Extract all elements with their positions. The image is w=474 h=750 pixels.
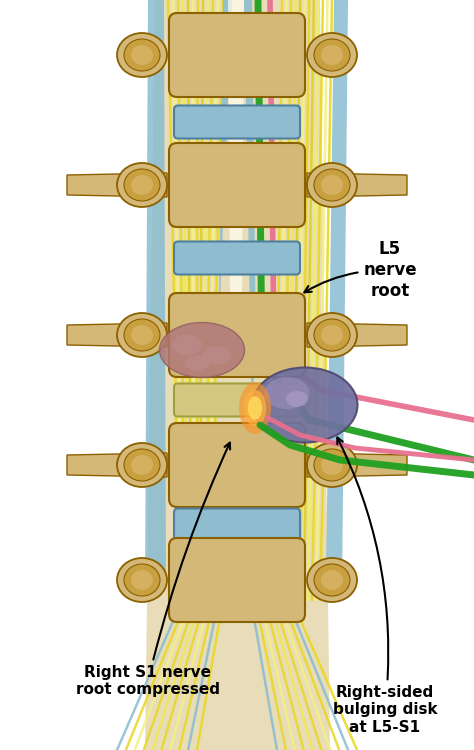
Ellipse shape xyxy=(239,382,271,434)
FancyBboxPatch shape xyxy=(174,509,300,542)
Ellipse shape xyxy=(124,449,160,481)
FancyBboxPatch shape xyxy=(174,242,300,274)
Ellipse shape xyxy=(321,570,343,590)
FancyBboxPatch shape xyxy=(169,143,305,227)
FancyBboxPatch shape xyxy=(169,293,305,377)
Polygon shape xyxy=(326,0,348,590)
Ellipse shape xyxy=(124,319,160,351)
FancyBboxPatch shape xyxy=(169,423,305,507)
Ellipse shape xyxy=(321,45,343,65)
Ellipse shape xyxy=(314,449,350,481)
Ellipse shape xyxy=(131,325,153,345)
Ellipse shape xyxy=(314,169,350,201)
Polygon shape xyxy=(145,0,166,590)
Ellipse shape xyxy=(131,175,153,195)
Ellipse shape xyxy=(131,570,153,590)
Ellipse shape xyxy=(307,558,357,602)
Ellipse shape xyxy=(124,169,160,201)
Ellipse shape xyxy=(314,39,350,71)
Polygon shape xyxy=(67,323,167,347)
Ellipse shape xyxy=(286,391,308,407)
Polygon shape xyxy=(67,173,167,197)
Polygon shape xyxy=(307,453,407,477)
Polygon shape xyxy=(244,0,256,580)
Ellipse shape xyxy=(253,368,357,442)
Ellipse shape xyxy=(314,564,350,596)
Ellipse shape xyxy=(159,322,245,377)
Ellipse shape xyxy=(307,33,357,77)
Ellipse shape xyxy=(307,163,357,207)
Text: L5
nerve
root: L5 nerve root xyxy=(304,240,417,300)
FancyBboxPatch shape xyxy=(169,538,305,622)
Ellipse shape xyxy=(117,33,167,77)
FancyBboxPatch shape xyxy=(174,106,300,139)
Ellipse shape xyxy=(131,45,153,65)
Ellipse shape xyxy=(321,455,343,475)
Text: www.samedgraphics.com: www.samedgraphics.com xyxy=(171,480,303,490)
Polygon shape xyxy=(307,323,407,347)
Ellipse shape xyxy=(131,455,153,475)
Ellipse shape xyxy=(172,335,202,355)
Ellipse shape xyxy=(314,319,350,351)
Ellipse shape xyxy=(203,346,231,364)
Text: Right-sided
bulging disk
at L5-S1: Right-sided bulging disk at L5-S1 xyxy=(333,437,438,735)
Ellipse shape xyxy=(321,325,343,345)
Ellipse shape xyxy=(184,356,210,370)
Polygon shape xyxy=(145,0,330,750)
FancyBboxPatch shape xyxy=(174,383,300,416)
Polygon shape xyxy=(67,453,167,477)
Ellipse shape xyxy=(124,564,160,596)
Ellipse shape xyxy=(117,313,167,357)
Ellipse shape xyxy=(117,443,167,487)
Polygon shape xyxy=(307,173,407,197)
Polygon shape xyxy=(228,0,244,300)
Ellipse shape xyxy=(124,39,160,71)
Ellipse shape xyxy=(307,313,357,357)
Ellipse shape xyxy=(117,163,167,207)
Ellipse shape xyxy=(264,377,310,409)
Ellipse shape xyxy=(248,396,262,420)
Text: Right S1 nerve
root compressed: Right S1 nerve root compressed xyxy=(76,442,230,698)
Polygon shape xyxy=(215,0,232,580)
FancyBboxPatch shape xyxy=(169,13,305,97)
Ellipse shape xyxy=(307,443,357,487)
Ellipse shape xyxy=(321,175,343,195)
Text: © S&A MEDICAL GRAPHICS: © S&A MEDICAL GRAPHICS xyxy=(148,454,326,466)
Ellipse shape xyxy=(117,558,167,602)
Ellipse shape xyxy=(244,390,266,426)
